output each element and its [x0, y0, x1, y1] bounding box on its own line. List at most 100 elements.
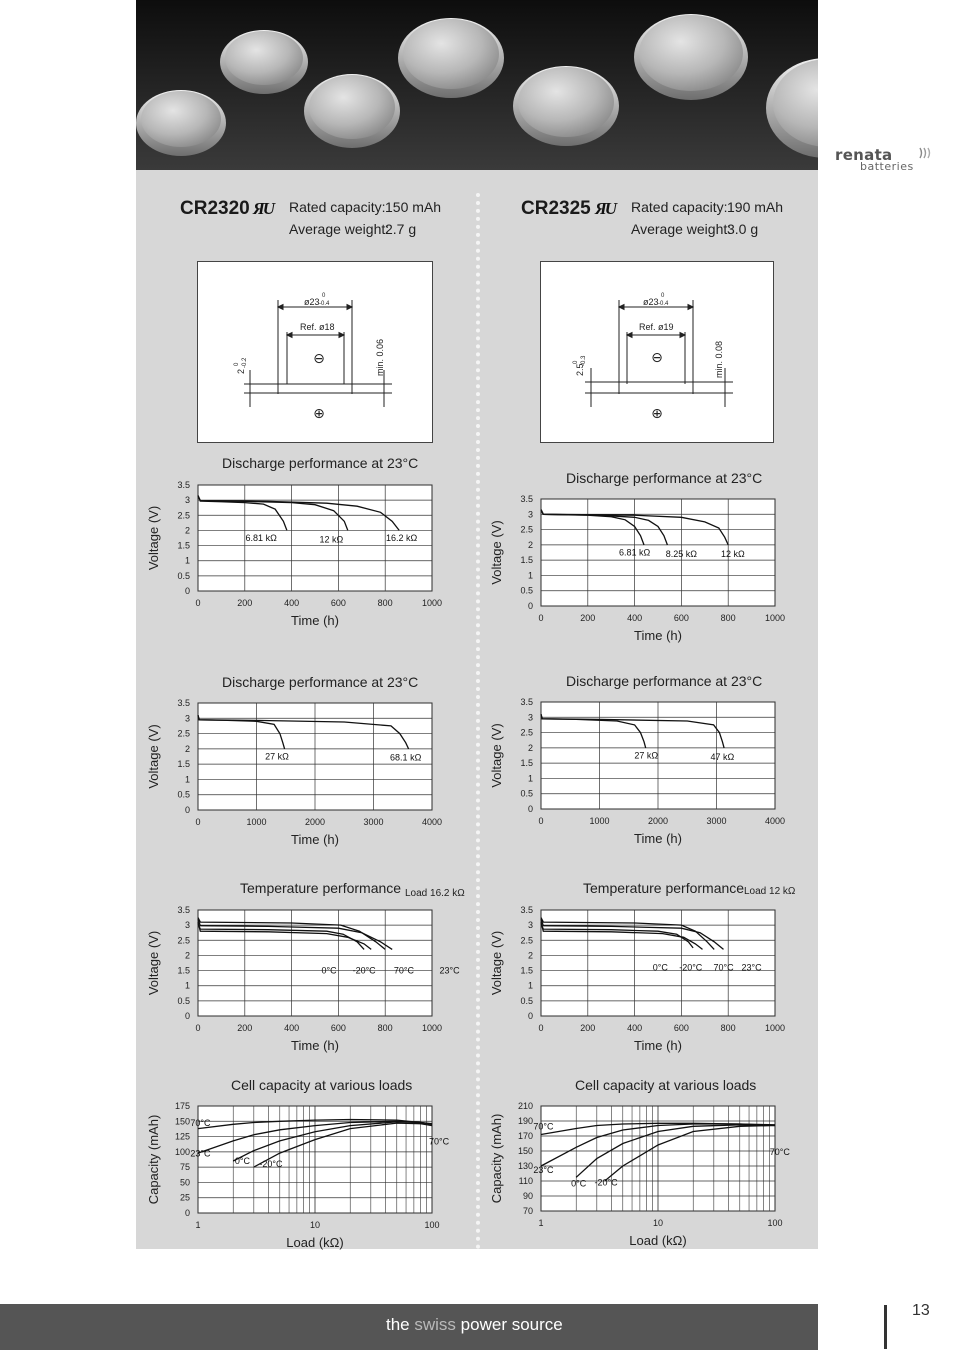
series-label: 23°C: [190, 1149, 211, 1159]
svg-text:0: 0: [573, 360, 579, 364]
coin-cell-4: [398, 18, 504, 98]
chart-title: Temperature performance: [240, 880, 402, 896]
series-line: [540, 921, 703, 950]
y-tick-label: 90: [523, 1191, 533, 1201]
y-tick-label: 25: [180, 1193, 190, 1203]
y-axis-title: Capacity (mAh): [489, 1114, 504, 1204]
svg-text:0: 0: [234, 362, 240, 366]
chart-title: Cell capacity at various loads: [231, 1077, 413, 1093]
x-tick-label: 200: [237, 1023, 252, 1033]
y-tick-label: 0: [185, 805, 190, 815]
brand-name: renata: [835, 146, 893, 164]
y-tick-label: 0.5: [520, 586, 533, 596]
page-number-rule: [884, 1305, 887, 1349]
series-label: 70°C: [394, 966, 415, 976]
series-line: [197, 918, 393, 950]
series-label: 0°C: [571, 1178, 587, 1188]
coin-cell-5: [513, 66, 619, 146]
positive-terminal-icon: ⊕: [651, 406, 663, 422]
chart-subtitle: Load 12 kΩ: [744, 886, 796, 897]
y-tick-label: 2.5: [177, 510, 190, 520]
x-tick-label: 200: [580, 1023, 595, 1033]
y-tick-label: 1.5: [177, 759, 190, 769]
y-tick-label: 3.5: [177, 905, 190, 915]
weight-label-cr2320: Average weight:: [289, 221, 390, 237]
min-clearance-label: min. 0.06: [375, 339, 385, 376]
series-line: [540, 918, 724, 950]
y-tick-label: 75: [180, 1162, 190, 1172]
series-label: 23°C: [742, 963, 763, 973]
svg-text:-0.4: -0.4: [658, 301, 669, 307]
series-label: -20°C: [259, 1159, 283, 1169]
y-tick-label: 150: [175, 1116, 190, 1126]
series-line: [540, 509, 729, 546]
x-tick-label: 200: [580, 613, 595, 623]
svg-text:-0.4: -0.4: [319, 301, 330, 307]
y-tick-label: 0.5: [177, 996, 190, 1006]
positive-terminal-icon: ⊕: [313, 406, 325, 422]
x-tick-label: 200: [237, 598, 252, 608]
x-tick-label: 10: [653, 1218, 663, 1228]
y-axis-title: Voltage (V): [146, 506, 161, 570]
chart-title: Cell capacity at various loads: [575, 1077, 757, 1093]
x-tick-label: 10: [310, 1220, 320, 1230]
y-axis-title: Voltage (V): [489, 723, 504, 787]
x-tick-label: 4000: [765, 816, 785, 826]
x-tick-label: 2000: [648, 816, 668, 826]
weight-cr2320: 2.7 g: [385, 221, 417, 237]
series-label: 12 kΩ: [721, 549, 745, 559]
y-tick-label: 3: [528, 920, 533, 930]
chart-title: Temperature performance: [583, 880, 745, 896]
x-tick-label: 3000: [363, 817, 383, 827]
y-tick-label: 2.5: [520, 935, 533, 945]
x-tick-label: 0: [195, 1023, 200, 1033]
series-label: -20°C: [679, 963, 703, 973]
chart-title: Discharge performance at 23°C: [566, 470, 763, 486]
y-tick-label: 1: [528, 773, 533, 783]
series-line: [540, 1123, 776, 1167]
dimension-drawing-cr2320: ⊖ ⊕ ø23 0 -0.4 Ref. ø18 2 0 -0.2 min. 0.…: [197, 261, 433, 443]
negative-terminal-icon: ⊖: [651, 350, 663, 366]
y-tick-label: 70: [523, 1206, 533, 1216]
height-label: 2: [236, 369, 246, 374]
y-tick-label: 3.5: [177, 480, 190, 490]
diameter-label: ø23: [643, 297, 659, 307]
x-tick-label: 1000: [246, 817, 266, 827]
series-label: 70°C: [713, 963, 734, 973]
model-title-cr2325: CR2325: [521, 198, 591, 219]
y-tick-label: 2.5: [177, 729, 190, 739]
series-label: 68.1 kΩ: [390, 752, 422, 762]
y-tick-label: 210: [518, 1101, 533, 1111]
y-tick-label: 130: [518, 1161, 533, 1171]
y-tick-label: 1.5: [177, 966, 190, 976]
y-tick-label: 125: [175, 1132, 190, 1142]
x-axis-title: Load (kΩ): [286, 1235, 343, 1250]
y-tick-label: 1.5: [520, 555, 533, 565]
x-tick-label: 800: [721, 613, 736, 623]
x-tick-label: 0: [195, 598, 200, 608]
page-number: 13: [912, 1302, 930, 1319]
y-tick-label: 175: [175, 1101, 190, 1111]
x-tick-label: 600: [331, 598, 346, 608]
y-tick-label: 3: [185, 920, 190, 930]
series-line: [604, 1124, 776, 1182]
x-tick-label: 2000: [305, 817, 325, 827]
y-tick-label: 2: [528, 950, 533, 960]
series-label: -20°C: [595, 1178, 619, 1188]
y-tick-label: 1: [528, 570, 533, 580]
x-tick-label: 600: [331, 1023, 346, 1033]
y-tick-label: 3.5: [520, 905, 533, 915]
y-tick-label: 2: [185, 744, 190, 754]
y-tick-label: 2: [528, 540, 533, 550]
y-tick-label: 0: [528, 1011, 533, 1021]
series-label: 27 kΩ: [265, 752, 289, 762]
series-label: 8.25 kΩ: [666, 549, 698, 559]
x-axis-title: Time (h): [634, 831, 682, 846]
x-axis-title: Time (h): [291, 613, 339, 628]
series-label: 6.81 kΩ: [619, 548, 651, 558]
rated-capacity-label-cr2325: Rated capacity:: [631, 199, 728, 215]
series-label: 70°C: [429, 1137, 450, 1147]
y-tick-label: 1.5: [520, 758, 533, 768]
